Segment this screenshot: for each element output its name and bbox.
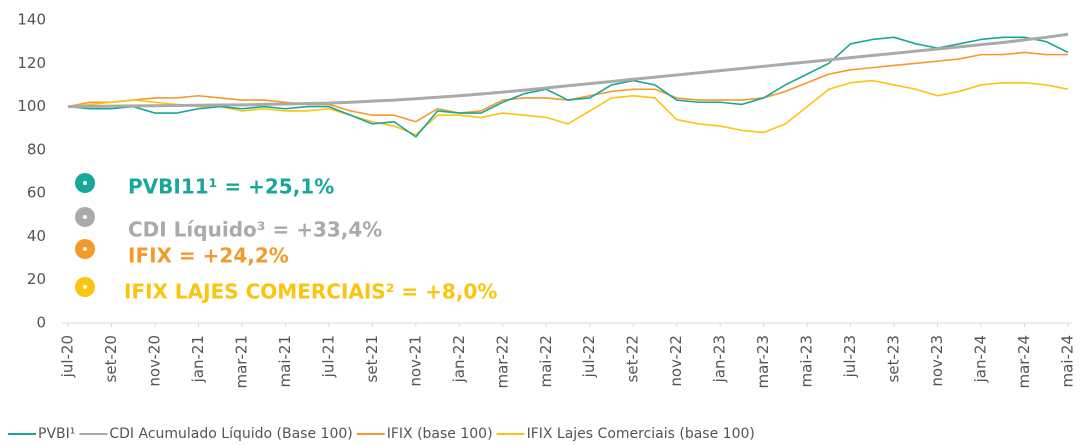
x-tick-label: set-22 (624, 335, 642, 382)
x-tick-label: set-20 (102, 335, 120, 382)
x-tick-label: mar-21 (232, 335, 250, 389)
x-tick-label: jul-21 (319, 335, 337, 378)
x-tick-label: set-23 (885, 335, 903, 382)
x-tick-label: jul-23 (841, 335, 859, 378)
legend-label: IFIX (base 100) (387, 426, 493, 442)
x-tick-label: jan-21 (189, 335, 207, 383)
x-tick-label: jan-23 (711, 335, 729, 383)
x-tick-label: mar-22 (493, 335, 511, 389)
legend-label: CDI Acumulado Líquido (Base 100) (109, 426, 352, 442)
x-tick-label: mai-24 (1059, 335, 1077, 387)
annotation-marker-dot (83, 215, 87, 219)
annotation: IFIX LAJES COMERCIAIS² = +8,0% (124, 280, 497, 304)
x-tick-label: jul-22 (580, 335, 598, 378)
x-tick-label: nov-22 (667, 335, 685, 387)
y-tick-label: 80 (27, 140, 46, 158)
annotation-marker-dot (83, 285, 87, 289)
x-tick-label: set-21 (363, 335, 381, 382)
x-tick-label: mar-23 (754, 335, 772, 389)
y-tick-label: 140 (17, 11, 46, 29)
x-tick-label: jan-24 (972, 335, 990, 383)
x-tick-label: jan-22 (450, 335, 468, 383)
y-tick-label: 60 (27, 184, 46, 202)
x-tick-label: nov-20 (145, 335, 163, 387)
y-tick-label: 100 (17, 97, 46, 115)
x-tick-label: nov-21 (406, 335, 424, 387)
legend-label: PVBI¹ (38, 426, 75, 442)
annotation: PVBI11¹ = +25,1% (128, 175, 334, 199)
x-tick-label: mai-21 (276, 335, 294, 387)
x-tick-label: mai-22 (537, 335, 555, 387)
series-line (67, 36, 1069, 138)
annotation: CDI Líquido³ = +33,4% (128, 218, 382, 242)
y-tick-label: 120 (17, 54, 46, 72)
y-tick-label: 0 (36, 314, 46, 332)
x-tick-label: mai-23 (798, 335, 816, 387)
annotation-marker-dot (83, 181, 87, 185)
legend-label: IFIX Lajes Comerciais (base 100) (527, 426, 755, 442)
x-tick-label: mar-24 (1015, 335, 1033, 389)
x-tick-label: nov-23 (928, 335, 946, 387)
annotation: IFIX = +24,2% (128, 244, 289, 268)
annotation-marker-dot (83, 247, 87, 251)
y-tick-label: 20 (27, 270, 46, 288)
y-tick-label: 40 (27, 227, 46, 245)
series-line (67, 32, 1069, 109)
series-line (67, 79, 1069, 136)
x-tick-label: jul-20 (59, 335, 77, 378)
